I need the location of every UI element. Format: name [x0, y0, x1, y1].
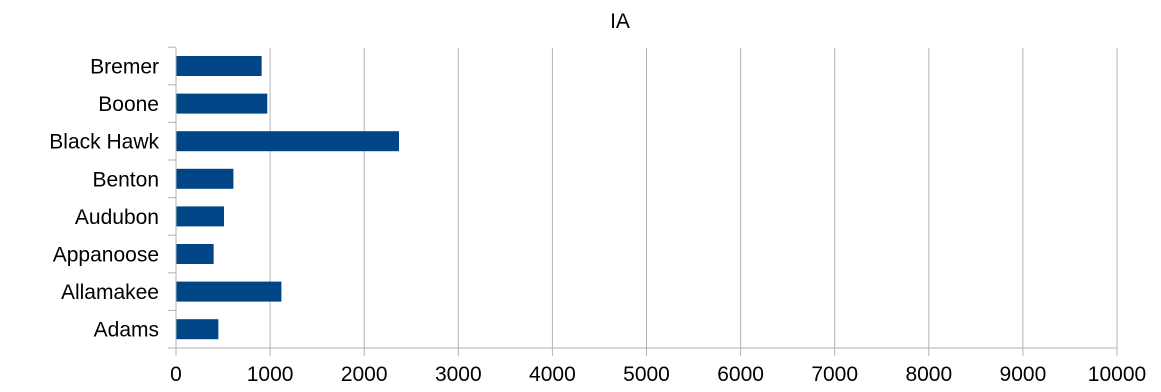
x-tick-label: 7000	[811, 363, 858, 386]
category-label: Audubon	[75, 206, 159, 229]
bar-allamakee	[176, 281, 282, 302]
category-label: Allamakee	[61, 281, 159, 304]
bar-audubon	[176, 206, 224, 227]
category-label: Boone	[98, 93, 159, 116]
category-labels: Adams Allamakee Appanoose Audubon Benton Blac…	[49, 56, 159, 342]
category-label: Benton	[92, 168, 159, 191]
x-tick-label: 9000	[1000, 363, 1047, 386]
x-tick-label: 8000	[905, 363, 952, 386]
x-tick-label: 1000	[247, 363, 294, 386]
x-tick-label: 5000	[623, 363, 670, 386]
x-tick-label: 3000	[435, 363, 482, 386]
bar-bremer	[176, 56, 262, 76]
bar-appanoose	[176, 244, 214, 264]
bar-adams	[176, 319, 219, 340]
bar-boone	[176, 93, 268, 114]
x-tick-label: 0	[170, 363, 182, 386]
x-tick-label: 2000	[341, 363, 388, 386]
gridlines	[269, 48, 1118, 348]
x-tick-label: 10000	[1088, 363, 1146, 386]
x-tick-label: 4000	[529, 363, 576, 386]
chart-title: IA	[610, 10, 630, 33]
category-label: Appanoose	[53, 244, 159, 267]
category-label: Adams	[94, 319, 159, 342]
bar-benton	[176, 168, 234, 189]
bars	[176, 56, 400, 340]
x-tick-labels: 0 1000 2000 3000 4000 5000 6000 7000 8000 9000 100…	[170, 363, 1146, 386]
x-tick-label: 6000	[717, 363, 764, 386]
category-label: Bremer	[90, 56, 159, 79]
bar-black-hawk	[176, 131, 400, 152]
axes	[168, 46, 1118, 356]
category-label: Black Hawk	[49, 131, 159, 154]
